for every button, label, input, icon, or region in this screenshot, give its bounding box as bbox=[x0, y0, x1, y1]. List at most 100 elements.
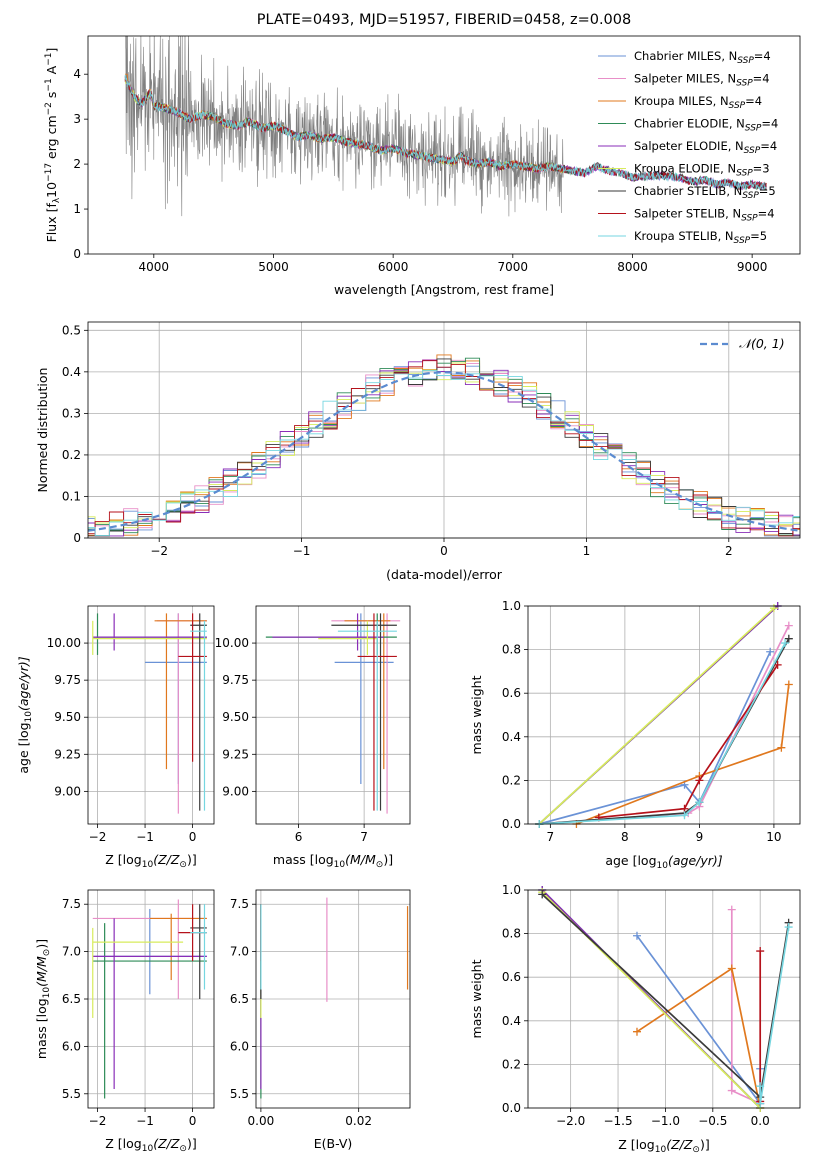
spectrum-ylabel-part: −2 bbox=[44, 102, 54, 115]
y-tick-label: 0.3 bbox=[62, 406, 81, 420]
spectrum-ylabel-part: A bbox=[44, 65, 59, 78]
x-tick-label: −1.0 bbox=[651, 1114, 680, 1128]
x-tick-label: 0.02 bbox=[345, 1114, 372, 1128]
y-tick-label: 9.75 bbox=[54, 673, 81, 687]
weight-line-chabrier-stelib-marker bbox=[538, 890, 547, 899]
legend-label-part: Salpeter STELIB, N bbox=[634, 207, 741, 221]
weight-line-salpeter-miles-marker bbox=[727, 1086, 736, 1095]
legend-label: Chabrier MILES, NSSP=4 bbox=[634, 49, 771, 66]
legend-label-part: =4 bbox=[754, 49, 771, 63]
x-tick-label: −1 bbox=[293, 544, 311, 558]
weight-line-salpeter-miles bbox=[539, 625, 790, 825]
y-tick-label: 9.50 bbox=[54, 710, 81, 724]
legend-label: Chabrier ELODIE, NSSP=4 bbox=[634, 117, 778, 134]
mass-ebv-errorbars bbox=[260, 897, 409, 1099]
mass-z-xlabel-part: )] bbox=[187, 1136, 197, 1151]
weight-line-kroupa-elodie-marker bbox=[769, 604, 778, 613]
weight-z-xlabel-part: (Z/Z bbox=[666, 1137, 693, 1152]
legend-label-part: =5 bbox=[750, 229, 767, 243]
x-tick-label: 2 bbox=[725, 544, 733, 558]
spectrum-ylabel-part: s bbox=[44, 92, 59, 103]
age-mass-xlabel-part: (M/M bbox=[345, 852, 376, 867]
x-tick-label: 0 bbox=[440, 544, 448, 558]
spectrum-traces bbox=[124, 36, 767, 217]
spectrum-ylabel-part: erg cm bbox=[44, 115, 59, 163]
y-tick-label: 0.8 bbox=[502, 643, 521, 657]
y-tick-label: 0.0 bbox=[502, 1101, 521, 1115]
errorbar-salpeter-elodie bbox=[92, 613, 207, 651]
weight-line-kroupa-miles bbox=[636, 967, 762, 1109]
plot-weight-z: −2.0 −1.5 −1.0 −0.5 0.0 0.0 0.2 0.4 0.6 0.8 1.0 Z [… bbox=[469, 883, 801, 1155]
legend-label: Kroupa MILES, NSSP=4 bbox=[634, 94, 762, 111]
x-tick-label: −1.5 bbox=[603, 1114, 632, 1128]
residuals-ylabel: Normed distribution bbox=[35, 368, 50, 493]
y-tick-label: 7.5 bbox=[230, 897, 249, 911]
errorbar-salpeter-elodie bbox=[92, 918, 207, 1090]
weight-line-chabrier-stelib-marker bbox=[784, 634, 793, 643]
mass-z-ylabel: mass [log10(M/M⊙)] bbox=[34, 939, 52, 1059]
plot-frame bbox=[87, 321, 801, 539]
weight-line-kroupa-stelib-marker bbox=[756, 1082, 765, 1091]
x-tick-label: 8 bbox=[621, 830, 629, 844]
plot-frame bbox=[527, 605, 801, 825]
plot-frame bbox=[255, 605, 411, 825]
y-tick-label: 9.25 bbox=[222, 747, 249, 761]
spectrum-xlabel: wavelength [Angstrom, rest frame] bbox=[334, 282, 554, 297]
histogram-traces bbox=[88, 354, 800, 537]
legend-label-part: Kroupa STELIB, N bbox=[634, 229, 734, 243]
spectrum-ylabel-part: −1 bbox=[44, 53, 54, 66]
y-tick-label: 0 bbox=[73, 247, 81, 261]
weight-age-xlabel-part: 10 bbox=[657, 861, 669, 871]
legend-label: Chabrier STELIB, NSSP=5 bbox=[634, 184, 776, 201]
y-tick-label: 6.0 bbox=[230, 1039, 249, 1053]
x-tick-label: 7000 bbox=[498, 260, 529, 274]
weight-z-xlabel: Z [log10(Z/Z⊙)] bbox=[618, 1137, 709, 1155]
x-tick-label: −1 bbox=[136, 830, 154, 844]
y-tick-label: 9.00 bbox=[54, 784, 81, 798]
errorbar-kroupa-elodie bbox=[318, 620, 378, 655]
plot-mass-z: −2 −1 05.56.06.57.07.5Z [log10(Z/Z⊙)]mass … bbox=[34, 889, 215, 1154]
weight-z-xlabel-part: 10 bbox=[655, 1145, 667, 1155]
weight-age-xlabel-part: (age/yr)] bbox=[668, 853, 723, 868]
y-tick-label: 4 bbox=[73, 67, 81, 81]
y-tick-label: 1.0 bbox=[502, 883, 521, 897]
age-z-xlabel-part: )] bbox=[187, 852, 197, 867]
legend-label-part: =4 bbox=[745, 94, 762, 108]
plot-mass-ebv: 0.00 0.02 5.5 6.0 6.5 7.0 7.5 E(B-V) bbox=[230, 889, 411, 1151]
x-tick-label: 10 bbox=[766, 830, 781, 844]
y-tick-label: 7.0 bbox=[230, 945, 249, 959]
y-tick-label: 0.4 bbox=[502, 1014, 521, 1028]
y-tick-label: 0.8 bbox=[502, 927, 521, 941]
y-tick-label: 5.5 bbox=[230, 1087, 249, 1101]
y-tick-label: 7.5 bbox=[62, 897, 81, 911]
x-tick-label: −2 bbox=[150, 544, 168, 558]
spectrum-ylabel-part: ] bbox=[44, 48, 59, 53]
y-tick-label: 0 bbox=[73, 531, 81, 545]
legend-label-part: Salpeter ELODIE, N bbox=[634, 139, 744, 153]
mass-z-ylabel-part: 10 bbox=[42, 987, 52, 999]
y-tick-label: 0.1 bbox=[62, 489, 81, 503]
weight-line-chabrier-stelib bbox=[539, 638, 790, 825]
legend-label-part: Chabrier MILES, N bbox=[634, 49, 737, 63]
legend-label: Salpeter ELODIE, NSSP=4 bbox=[634, 139, 777, 156]
x-tick-label: 4000 bbox=[139, 260, 170, 274]
spectrum-ylabel-part: λ bbox=[52, 197, 62, 203]
legend-label-part: SSP bbox=[744, 146, 761, 156]
weight-line-salpeter-miles-marker bbox=[784, 621, 793, 630]
x-tick-label: 0.00 bbox=[248, 1114, 275, 1128]
y-tick-label: 2 bbox=[73, 157, 81, 171]
hist-step-kroupa-stelib bbox=[88, 370, 800, 536]
weight-line-salpeter-miles-marker bbox=[727, 905, 736, 914]
y-tick-label: 5.5 bbox=[62, 1087, 81, 1101]
legend-label-part: SSP bbox=[745, 124, 762, 134]
y-tick-label: 0.2 bbox=[502, 773, 521, 787]
errorbar-kroupa-elodie bbox=[92, 620, 207, 655]
y-tick-label: 10.00 bbox=[47, 636, 81, 650]
observed-spectrum-line bbox=[125, 36, 564, 217]
weight-line-chabrier-miles-marker bbox=[632, 931, 641, 940]
legend-label-part: =5 bbox=[759, 184, 776, 198]
legend-label: Kroupa ELODIE, NSSP=3 bbox=[634, 162, 770, 179]
